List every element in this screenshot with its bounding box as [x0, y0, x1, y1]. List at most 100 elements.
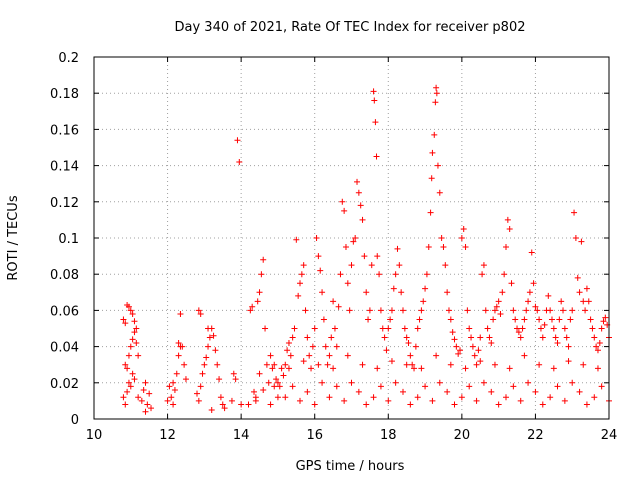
data-point	[256, 370, 263, 377]
data-point	[166, 383, 173, 390]
data-point	[171, 387, 178, 394]
data-point	[560, 307, 567, 314]
axis-ticks: 10 12 14 16 18 20 22 24 0 0.02 0.04 0.06 0.08 0.1 0.12…	[50, 51, 617, 443]
data-point	[120, 394, 127, 401]
data-point	[569, 307, 576, 314]
data-point	[370, 88, 377, 95]
data-point	[355, 388, 362, 395]
data-point	[414, 325, 421, 332]
data-point	[129, 311, 136, 318]
data-point	[596, 339, 603, 346]
data-point	[501, 271, 508, 278]
data-point	[458, 394, 465, 401]
data-point	[594, 365, 601, 372]
data-point	[506, 365, 513, 372]
data-point	[510, 307, 517, 314]
data-point	[271, 361, 278, 368]
data-point	[536, 316, 543, 323]
data-point	[554, 383, 561, 390]
data-point	[181, 361, 188, 368]
data-point	[377, 307, 384, 314]
data-point	[297, 397, 303, 404]
data-point	[256, 289, 263, 296]
data-point	[125, 352, 132, 359]
data-point	[297, 280, 303, 287]
data-point	[594, 347, 601, 354]
data-point	[194, 390, 200, 397]
data-point	[525, 379, 532, 386]
data-point	[260, 256, 267, 263]
data-point	[236, 158, 243, 165]
data-point	[142, 379, 149, 386]
data-point	[580, 298, 587, 305]
data-point	[418, 307, 425, 314]
data-point	[469, 343, 476, 350]
data-point	[278, 365, 285, 372]
data-point	[267, 401, 274, 408]
data-point	[480, 379, 487, 386]
data-point	[164, 397, 171, 404]
data-point	[339, 198, 346, 205]
data-point	[528, 249, 535, 256]
data-point	[195, 397, 202, 404]
data-point	[289, 383, 296, 390]
data-point	[519, 325, 526, 332]
data-point	[414, 394, 421, 401]
data-point	[216, 376, 223, 383]
data-point	[398, 289, 405, 296]
data-point	[558, 298, 565, 305]
x-tick-label: 16	[306, 428, 323, 443]
data-point	[133, 339, 140, 346]
data-point	[122, 401, 129, 408]
data-point	[486, 334, 493, 341]
data-point	[219, 401, 226, 408]
y-tick-label: 0.12	[50, 196, 79, 211]
data-point	[173, 370, 180, 377]
data-point	[142, 408, 149, 415]
data-point	[473, 361, 480, 368]
data-point	[326, 352, 333, 359]
data-point	[428, 175, 435, 182]
data-point	[563, 334, 570, 341]
data-point	[567, 316, 574, 323]
data-point	[359, 216, 366, 223]
data-point	[374, 253, 381, 260]
data-point	[122, 361, 129, 368]
data-point	[206, 334, 213, 341]
data-point	[401, 325, 408, 332]
data-point	[493, 303, 500, 310]
data-point	[396, 262, 403, 269]
data-point	[418, 365, 425, 372]
data-point	[254, 298, 261, 305]
data-point	[179, 343, 186, 350]
data-point	[352, 235, 359, 241]
data-point	[403, 334, 410, 341]
data-point	[205, 343, 212, 350]
data-point	[583, 401, 590, 408]
data-point	[444, 388, 451, 395]
y-tick-label: 0	[71, 413, 79, 428]
data-point	[214, 361, 221, 368]
data-point	[477, 358, 484, 365]
y-tick-label: 0.1	[58, 232, 79, 247]
data-point	[547, 307, 554, 314]
data-point	[394, 245, 401, 252]
data-point	[379, 325, 386, 332]
data-point	[598, 325, 605, 332]
data-point	[287, 352, 294, 359]
data-point	[354, 178, 361, 185]
x-tick-label: 18	[380, 428, 397, 443]
data-point	[539, 401, 546, 408]
grid-lines	[94, 57, 609, 419]
data-point	[479, 271, 486, 278]
data-point	[462, 365, 469, 372]
data-point	[335, 303, 342, 310]
data-point	[556, 316, 563, 323]
data-point	[127, 307, 134, 314]
data-point	[346, 307, 353, 314]
data-point	[197, 383, 204, 390]
data-point	[554, 339, 561, 346]
data-point	[403, 361, 410, 368]
y-tick-label: 0.06	[50, 304, 79, 319]
